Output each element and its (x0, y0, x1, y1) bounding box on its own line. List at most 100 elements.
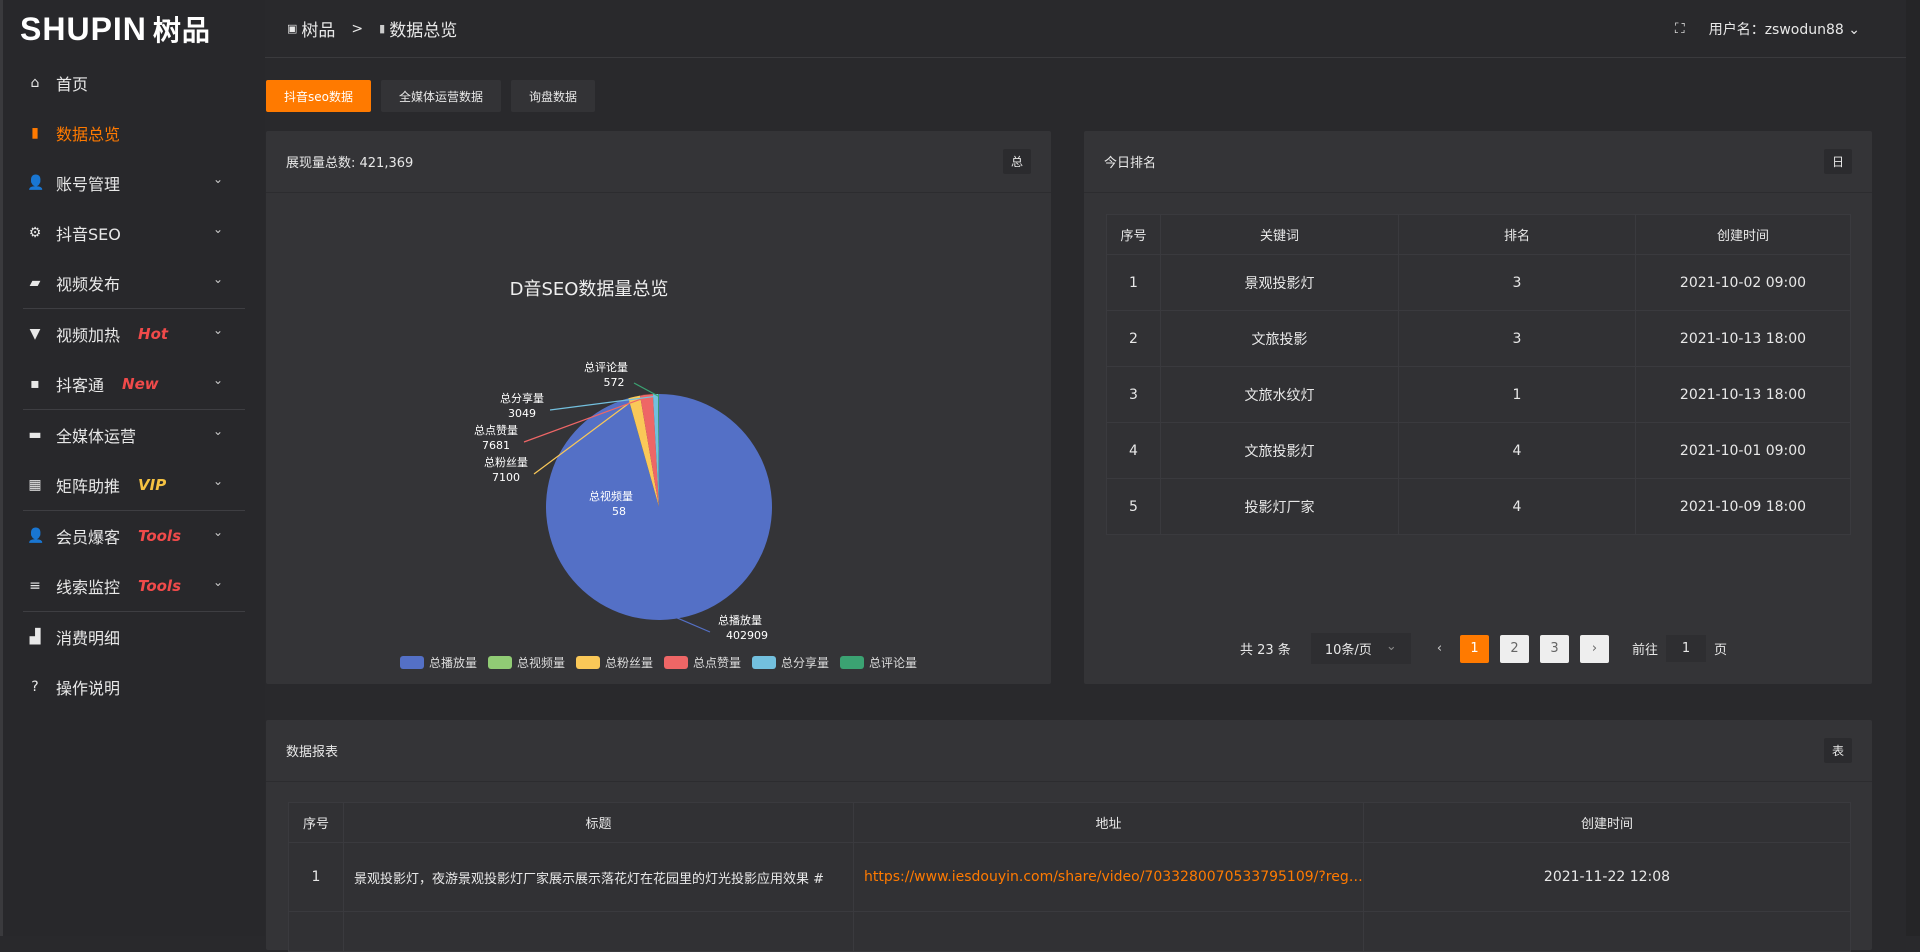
tab-douyin-seo[interactable]: 抖音seo数据 (266, 80, 371, 112)
sidebar-item-label: 首页 (56, 75, 89, 94)
pie-slice[interactable] (640, 394, 659, 507)
bar-chart-icon: ▮ (31, 125, 39, 141)
sidebar-item-label: 抖客通 (56, 376, 105, 395)
table-cell: 文旅投影灯 (1160, 422, 1399, 479)
page-1[interactable]: 1 (1460, 634, 1490, 663)
goto-page-input[interactable]: 1 (1666, 635, 1707, 662)
slice-value: 7681 (482, 439, 510, 452)
grid-icon: ▦ (28, 477, 42, 493)
sidebar-item-4[interactable]: ▰ 视频发布 ⌄ (3, 258, 265, 308)
chevron-down-icon: ⌄ (1385, 639, 1397, 654)
sidebar-item-1[interactable]: ▮ 数据总览 (3, 108, 265, 158)
sidebar-item-label: 视频发布 (56, 275, 121, 294)
sidebar-item-0[interactable]: ⌂ 首页 (3, 58, 265, 108)
table-cell: 文旅水纹灯 (1160, 366, 1399, 423)
table-row[interactable]: 3 文旅水纹灯 1 2021-10-13 18:00 (1106, 366, 1851, 423)
tab-all-media[interactable]: 全媒体运营数据 (380, 80, 501, 112)
breadcrumb-home[interactable]: 树品 (301, 21, 336, 41)
legend-label[interactable]: 总点赞量 (693, 656, 741, 670)
legend-label[interactable]: 总分享量 (781, 655, 829, 670)
user-menu[interactable]: 用户名：zswodun88 ⌄ (1708, 21, 1860, 38)
pagination: 共 23 条 10条/页 ⌄ ‹ 1 2 3 › 前往 1 页 (1240, 633, 1727, 664)
sidebar-tag: VIP (138, 476, 167, 494)
table-cell: 景观投影灯，夜游景观投影灯厂家展示展示落花灯在花园里的灯光投影应用效果 # (343, 842, 854, 912)
chat-icon: ▪ (30, 376, 40, 392)
pie-slice[interactable] (652, 394, 659, 507)
chevron-down-icon: ⌄ (1848, 21, 1860, 38)
sidebar-item-label: 线索监控 (56, 578, 121, 597)
page-scrollbar[interactable] (1906, 0, 1920, 936)
chevron-down-icon: ⌄ (212, 373, 223, 387)
sliders-icon: ≡ (29, 578, 41, 594)
help-icon: ? (31, 679, 39, 695)
sidebar-item-label: 操作说明 (56, 679, 121, 698)
logo[interactable]: SHUPIN 树品 (20, 10, 211, 47)
legend-label[interactable]: 总粉丝量 (605, 656, 653, 670)
sidebar-item-label: 账号管理 (56, 175, 121, 194)
page-2[interactable]: 2 (1500, 634, 1530, 663)
table-row[interactable]: 1 景观投影灯 3 2021-10-02 09:00 (1106, 254, 1851, 311)
table-cell: 4 (1106, 422, 1161, 479)
table-row[interactable]: 4 文旅投影灯 4 2021-10-01 09:00 (1106, 422, 1851, 479)
video-link[interactable]: https://www.iesdouyin.com/share/video/70… (853, 842, 1364, 912)
sidebar-item-3[interactable]: ⚙ 抖音SEO ⌄ (3, 208, 265, 258)
chevron-down-icon: ⌄ (212, 172, 223, 186)
table-cell (853, 911, 1364, 952)
legend-label[interactable]: 总视频量 (517, 655, 565, 670)
legend-swatch[interactable] (400, 656, 424, 669)
home-icon: ⌂ (30, 75, 40, 91)
sidebar-item-11[interactable]: ▟ 消费明细 (3, 612, 265, 662)
slice-value: 58 (612, 505, 626, 518)
pie-slice[interactable] (628, 395, 659, 507)
table-badge[interactable]: 表 (1823, 738, 1852, 763)
sidebar-item-6[interactable]: ▪ 抖客通 New ⌄ (3, 359, 265, 409)
prev-page-button[interactable]: ‹ (1436, 641, 1443, 656)
table-row[interactable]: 1 景观投影灯，夜游景观投影灯厂家展示展示落花灯在花园里的灯光投影应用效果 # ht… (288, 842, 1851, 912)
bar-chart-icon: ▮ (379, 22, 386, 35)
legend-swatch[interactable] (664, 656, 688, 669)
sidebar-item-5[interactable]: ▼ 视频加热 Hot ⌄ (3, 309, 265, 359)
table-header: 序号 标题 地址 创建时间 (288, 802, 1851, 843)
legend-label[interactable]: 总评论量 (869, 656, 917, 670)
table-cell: 3 (1106, 366, 1161, 423)
sidebar-item-12[interactable]: ? 操作说明 (3, 662, 265, 712)
sidebar-nav: ⌂ 首页 ▮ 数据总览 👤 账号管理 ⌄ ⚙ 抖音SEO ⌄ ▰ 视频发布 ⌄ ▼ 视频加热 Hot ⌄ ▪ 抖客通… (3, 58, 265, 712)
legend-label[interactable]: 总播放量 (429, 655, 477, 670)
legend-swatch[interactable] (488, 656, 512, 669)
table-cell: 投影灯厂家 (1160, 478, 1399, 535)
column-header: 关键词 (1160, 214, 1399, 255)
sidebar-item-10[interactable]: ≡ 线索监控 Tools ⌄ (3, 561, 265, 611)
legend-swatch[interactable] (840, 656, 864, 669)
chevron-down-icon: ⌄ (212, 474, 223, 488)
total-badge[interactable]: 总 (1002, 149, 1031, 174)
page-3[interactable]: 3 (1540, 634, 1570, 663)
slice-value: 402909 (726, 629, 768, 642)
column-header: 标题 (343, 802, 854, 843)
sidebar-item-2[interactable]: 👤 账号管理 ⌄ (3, 158, 265, 208)
sidebar-item-8[interactable]: ▦ 矩阵助推 VIP ⌄ (3, 460, 265, 510)
ranking-card: 今日排名日 序号 关键词 排名 创建时间 1 景观投影灯 3 2021-10-02 09:00… (1084, 131, 1872, 684)
user-icon: 👤 (27, 528, 45, 544)
report-table: 序号 标题 地址 创建时间 1 景观投影灯，夜游景观投影灯厂家展示展示落花灯在花园里的灯光… (288, 802, 1851, 952)
legend-swatch[interactable] (576, 656, 600, 669)
sidebar-item-7[interactable]: ▬ 全媒体运营 ⌄ (3, 410, 265, 460)
column-header: 地址 (853, 802, 1364, 843)
chevron-down-icon: ⌄ (212, 575, 223, 589)
legend-swatch[interactable] (752, 656, 776, 669)
table-cell: 4 (1398, 478, 1636, 535)
next-page-button[interactable]: › (1580, 634, 1610, 663)
sidebar-item-9[interactable]: 👤 会员爆客 Tools ⌄ (3, 511, 265, 561)
tab-inquiry[interactable]: 询盘数据 (511, 80, 596, 112)
breadcrumb-home-icon: ▣ (287, 22, 298, 35)
table-row[interactable]: 5 投影灯厂家 4 2021-10-09 18:00 (1106, 478, 1851, 535)
fullscreen-icon[interactable]: ⛶ (1674, 20, 1685, 37)
label-line (523, 396, 647, 443)
table-cell (288, 911, 344, 952)
day-badge[interactable]: 日 (1823, 149, 1852, 174)
slice-label: 总点赞量 (474, 423, 518, 437)
table-cell (1363, 911, 1851, 952)
table-row[interactable]: 2 文旅投影 3 2021-10-13 18:00 (1106, 310, 1851, 367)
pie-slice[interactable] (628, 398, 659, 507)
page-size-select[interactable]: 10条/页 ⌄ (1310, 633, 1411, 664)
divider (23, 409, 245, 410)
